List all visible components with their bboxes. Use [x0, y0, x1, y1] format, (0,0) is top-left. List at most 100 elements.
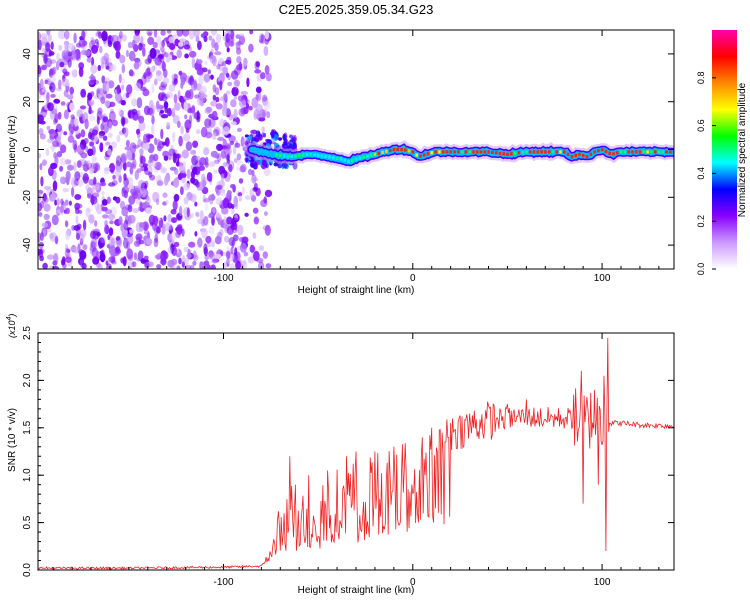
noise-blob — [73, 225, 81, 231]
noise-blob — [252, 207, 259, 214]
noise-blob — [252, 232, 257, 239]
noise-blob — [214, 253, 222, 259]
noise-blob — [232, 145, 237, 155]
noise-blob — [38, 84, 43, 92]
noise-blob — [56, 151, 63, 158]
noise-blob — [235, 260, 241, 269]
noise-blob — [143, 255, 149, 260]
noise-blob — [96, 232, 101, 237]
noise-blob — [203, 147, 210, 156]
noise-blob — [71, 187, 75, 197]
noise-blob — [119, 31, 123, 39]
ridge-core — [309, 152, 312, 157]
noise-blob — [199, 181, 203, 188]
noise-blob — [212, 94, 217, 101]
noise-blob — [189, 192, 194, 202]
noise-blob — [252, 187, 258, 192]
noise-blob — [195, 35, 200, 43]
noise-blob — [94, 220, 98, 227]
noise-blob — [64, 199, 69, 206]
noise-blob — [223, 108, 231, 116]
noise-blob — [184, 119, 192, 131]
noise-blob — [43, 185, 52, 190]
noise-blob — [201, 180, 207, 188]
noise-blob — [42, 192, 47, 202]
ridge-core — [653, 150, 657, 154]
noise-blob — [49, 232, 58, 242]
noise-blob — [260, 34, 264, 42]
noise-blob — [101, 199, 108, 206]
ridge-core — [528, 150, 532, 154]
noise-blob — [129, 229, 135, 234]
noise-blob — [170, 208, 177, 215]
ridge-core — [502, 152, 505, 156]
noise-blob — [54, 235, 59, 245]
noise-blob — [42, 159, 47, 167]
noise-blob — [114, 174, 120, 180]
noise-blob — [230, 99, 237, 108]
noise-blob — [47, 34, 52, 42]
noise-blob — [185, 141, 193, 152]
noise-blob — [216, 143, 224, 152]
noise-blob — [53, 98, 61, 104]
noise-blob — [79, 233, 85, 243]
ridge-core — [646, 150, 649, 154]
noise-blob — [183, 133, 191, 142]
noise-blob — [228, 41, 235, 47]
noise-blob — [204, 107, 212, 114]
noise-blob — [100, 123, 105, 131]
noise-blob — [204, 254, 210, 261]
noise-blob — [128, 69, 134, 77]
noise-blob — [220, 150, 227, 159]
ridge-core — [631, 150, 634, 154]
noise-blob — [189, 30, 195, 40]
noise-blob — [250, 129, 258, 135]
noise-blob — [138, 121, 146, 132]
noise-blob — [38, 39, 42, 51]
noise-blob — [149, 47, 157, 59]
noise-blob — [258, 245, 265, 251]
ridge-core — [464, 150, 468, 154]
ridge-core — [286, 154, 290, 158]
snr-y-ticks: 0.0 0.5 1.0 1.5 2.0 2.5 — [22, 326, 674, 577]
noise-blob — [94, 199, 100, 211]
noise-blob — [159, 40, 165, 52]
ridge-core — [642, 150, 646, 154]
ridge-core — [358, 156, 362, 160]
noise-blob — [39, 133, 46, 140]
noise-blob — [142, 88, 150, 97]
noise-blob — [101, 92, 108, 99]
noise-blob — [139, 148, 144, 156]
noise-blob — [149, 221, 154, 227]
noise-blob — [136, 128, 140, 135]
noise-blob — [92, 192, 100, 198]
noise-blob — [151, 115, 155, 125]
noise-blob — [263, 45, 269, 57]
noise-blob — [180, 186, 184, 196]
noise-blob — [126, 84, 133, 95]
y-tick-label: 0 — [22, 146, 33, 152]
noise-blob — [52, 260, 58, 266]
ridge-core — [279, 153, 282, 158]
noise-blob — [221, 207, 229, 215]
burst-blob — [289, 134, 293, 139]
ridge-core — [415, 153, 418, 157]
ridge-core — [544, 150, 547, 154]
noise-blob — [235, 41, 241, 51]
noise-blob — [232, 234, 239, 242]
noise-blob — [249, 188, 255, 198]
noise-blob — [147, 107, 154, 116]
noise-blob — [72, 139, 78, 151]
noise-blob — [49, 59, 56, 64]
noise-blob — [127, 41, 133, 49]
noise-blob — [262, 251, 268, 259]
noise-blob — [73, 32, 77, 44]
noise-blob — [263, 167, 271, 177]
noise-blob — [170, 259, 175, 269]
ridge-core — [608, 151, 611, 155]
noise-blob — [161, 141, 167, 146]
ridge-core — [377, 151, 381, 155]
ridge-core — [388, 148, 392, 153]
ridge-core — [536, 150, 540, 154]
noise-blob — [162, 192, 168, 198]
